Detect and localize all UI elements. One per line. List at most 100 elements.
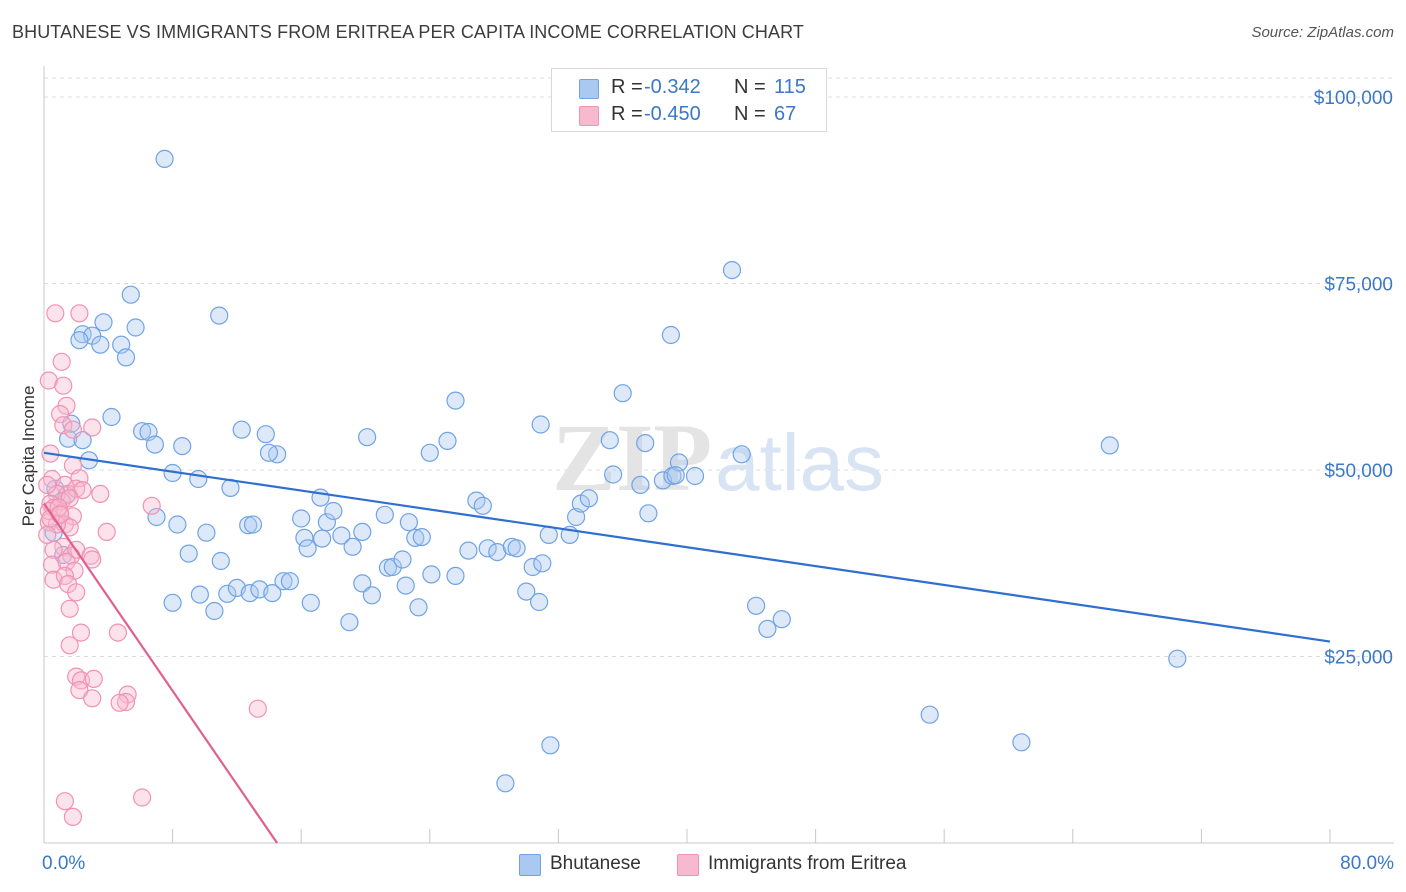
bhutanese-point-93 [280,572,299,591]
eritrea-point-63 [38,475,57,494]
eritrea-point-1 [52,352,71,371]
series-bhutanese-points [44,149,1187,793]
eritrea-point-50 [70,680,89,700]
legend-n-value: 115 [774,76,806,98]
stats-legend: R = -0.342 N = 115 R = -0.450 N = 67 [551,68,827,132]
eritrea-point-53 [116,692,136,712]
bhutanese-point-105 [496,774,515,793]
bhutanese-point-58 [523,557,542,577]
bhutanese-point-59 [533,554,552,573]
bhutanese-point-36 [324,501,343,521]
bhutanese-point-96 [353,574,372,593]
chart-source: Source: ZipAtlas.com [1251,24,1394,41]
bhutanese-point-108 [190,585,209,604]
bhutanese-point-1 [121,285,140,304]
eritrea-point-58 [55,792,75,811]
bhutanese-point-86 [211,551,230,571]
eritrea-point-4 [50,405,70,424]
bhutanese-point-13 [133,422,152,441]
y-tick-label-2: $50,000 [1324,461,1393,482]
legend-swatch-eritrea [677,854,699,876]
bhutanese-point-3 [126,318,145,337]
eritrea-point-44 [71,623,91,642]
y-tick-label-3: $25,000 [1324,648,1393,669]
bhutanese-point-0 [155,149,174,168]
bhutanese-point-32 [295,528,314,548]
bhutanese-point-29 [239,516,258,535]
eritrea-point-36 [42,555,62,574]
watermark: ZIP atlas [552,404,884,511]
bhutanese-point-50 [438,431,457,450]
bhutanese-point-54 [478,539,497,558]
bhutanese-trend-line [43,451,1331,643]
bhutanese-point-113 [1168,649,1187,668]
bhutanese-point-30 [243,515,263,534]
eritrea-point-55 [248,699,267,718]
legend-n-label: N = [734,76,766,98]
bhutanese-point-115 [1012,733,1031,752]
eritrea-trend-line [43,502,278,844]
bhutanese-point-69 [631,475,650,494]
bhutanese-point-47 [412,527,431,547]
bhutanese-point-101 [459,541,478,560]
bhutanese-point-7 [70,331,89,350]
bhutanese-point-4 [94,313,113,332]
eritrea-point-64 [50,505,70,524]
bhutanese-point-40 [358,428,377,447]
eritrea-point-14 [67,479,86,498]
bhutanese-point-63 [566,507,586,527]
eritrea-point-42 [67,583,86,602]
bhutanese-point-78 [722,261,742,280]
bhutanese-point-37 [332,526,351,545]
bhutanese-point-20 [259,443,279,462]
eritrea-point-12 [70,469,89,488]
bhutanese-point-8 [91,335,110,354]
bhutanese-point-41 [375,505,394,524]
eritrea-point-6 [63,420,83,439]
bhutanese-point-53 [473,496,492,515]
legend-row-eritrea: R = -0.450 N = 67 [552,101,826,127]
bhutanese-point-23 [189,469,208,489]
eritrea-point-7 [83,418,102,437]
bhutanese-point-87 [218,584,237,603]
bhutanese-point-34 [313,529,332,548]
eritrea-point-66 [70,304,89,323]
bhutanese-point-76 [685,466,705,486]
bhutanese-point-95 [340,613,359,632]
bhutanese-point-17 [232,420,251,439]
bhutanese-point-66 [600,431,619,450]
bhutanese-point-65 [579,489,599,508]
y-tick-label-0: $100,000 [1314,88,1393,109]
bhutanese-point-15 [145,435,164,454]
bhutanese-point-92 [274,572,293,591]
bhutanese-point-31 [292,509,311,528]
y-axis-title: Per Capita Income [19,386,38,527]
bhutanese-point-100 [446,566,465,586]
eritrea-point-56 [142,496,161,515]
bhutanese-point-106 [163,593,182,612]
bhutanese-point-10 [116,348,136,367]
bhutanese-point-75 [666,466,685,485]
bhutanese-point-39 [353,522,372,542]
bhutanese-point-102 [517,582,536,601]
bhutanese-point-57 [507,539,526,558]
bhutanese-point-99 [409,598,428,617]
watermark-zip: ZIP [552,404,712,511]
bhutanese-point-67 [603,465,623,484]
eritrea-point-51 [83,689,102,708]
bhutanese-point-70 [636,434,655,453]
bhutanese-point-12 [102,407,121,427]
x-tick-label-right: 80.0% [1340,853,1394,874]
bhutanese-point-18 [256,425,275,444]
bhutanese-point-44 [393,550,412,569]
trend-lines [43,451,1331,844]
bhutanese-point-68 [613,384,632,403]
eritrea-point-16 [91,484,110,503]
legend-swatch-eritrea [579,106,599,126]
bhutanese-point-49 [420,443,439,462]
legend-label-eritrea: Immigrants from Eritrea [708,853,907,874]
legend-r-label: R = [611,103,643,125]
bhutanese-point-98 [396,576,415,595]
bhutanese-point-114 [920,705,939,724]
